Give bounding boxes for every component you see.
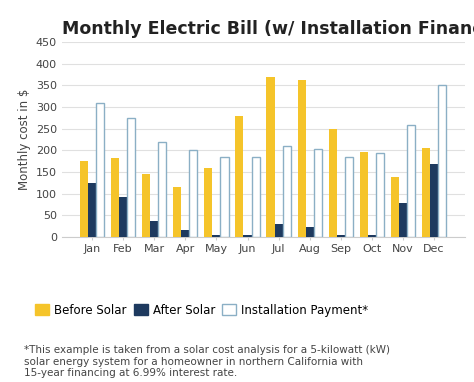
Text: Monthly Electric Bill (w/ Installation Financing): Monthly Electric Bill (w/ Installation F… [62,20,474,38]
Bar [88,183,96,237]
Bar [244,235,252,237]
Y-axis label: Monthly cost in $: Monthly cost in $ [18,89,31,190]
Bar [298,80,306,237]
Bar [266,77,274,237]
Bar [80,161,88,237]
Bar [252,157,260,237]
Bar [422,148,430,237]
Bar [399,203,407,237]
Bar [204,168,212,237]
Bar [220,157,228,237]
Legend: Before Solar, After Solar, Installation Payment*: Before Solar, After Solar, Installation … [35,304,368,317]
Bar [407,125,415,237]
Bar [328,129,337,237]
Bar [150,221,158,237]
Bar [236,116,244,237]
Bar [376,153,384,237]
Bar [142,174,150,237]
Bar [212,235,220,237]
Bar [438,85,446,237]
Bar [430,164,438,237]
Bar [360,152,368,237]
Text: *This example is taken from a solar cost analysis for a 5-kilowatt (kW)
solar en: *This example is taken from a solar cost… [24,345,390,378]
Bar [345,157,353,237]
Bar [368,235,376,237]
Bar [111,158,119,237]
Bar [96,104,104,237]
Bar [314,149,322,237]
Bar [337,235,345,237]
Bar [181,230,190,237]
Bar [158,142,166,237]
Bar [283,146,291,237]
Bar [274,224,283,237]
Bar [306,227,314,237]
Bar [127,118,135,237]
Bar [391,177,399,237]
Bar [173,187,181,237]
Bar [119,197,127,237]
Bar [190,150,198,237]
